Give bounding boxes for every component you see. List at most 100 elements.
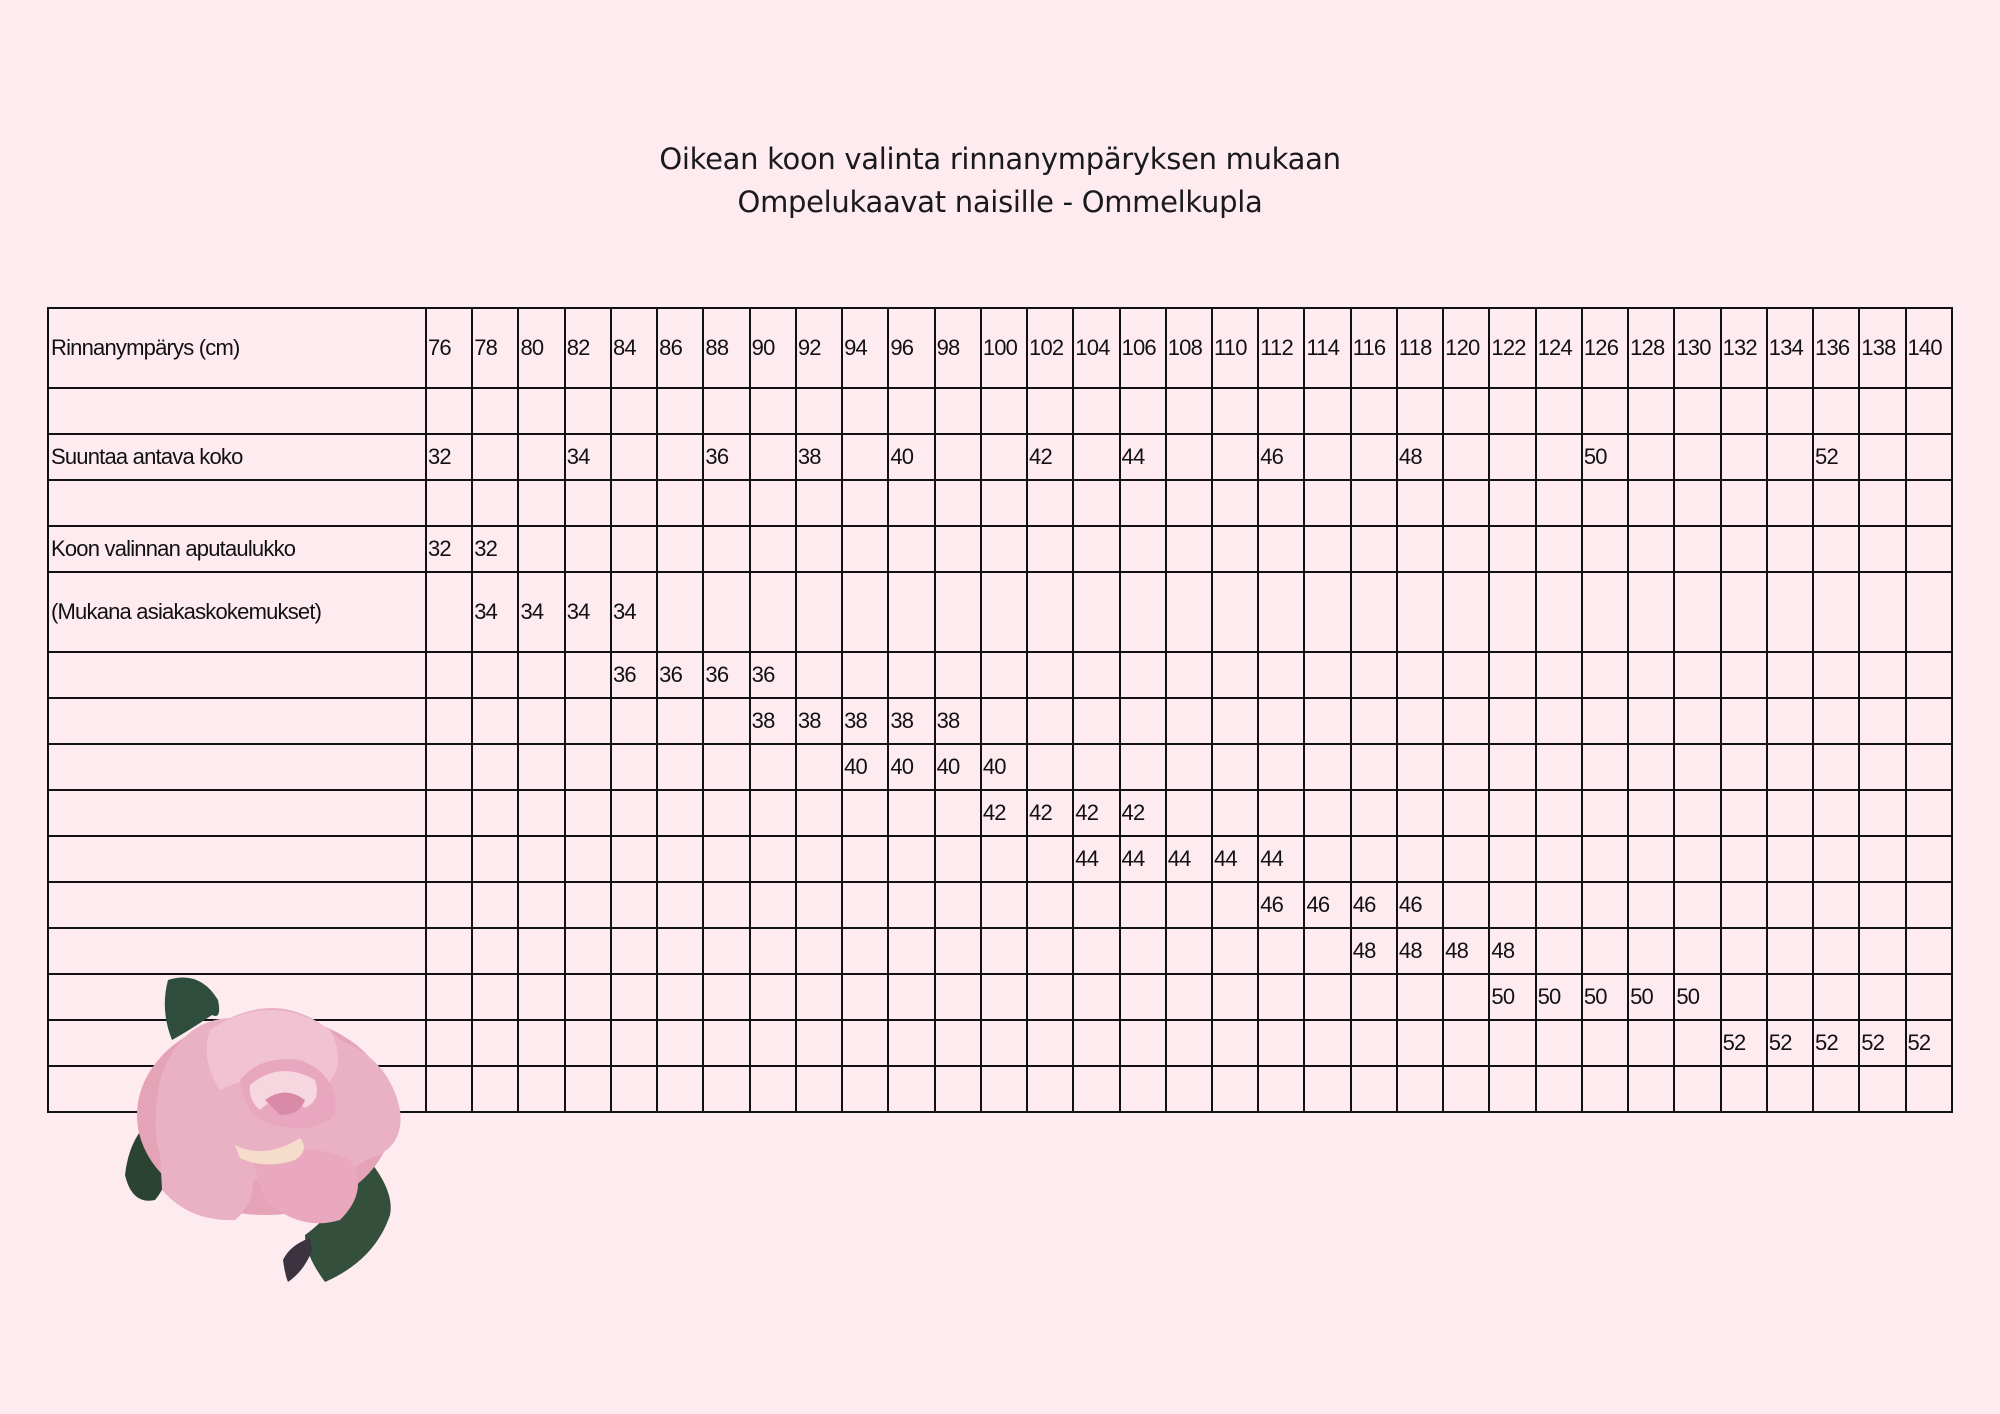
bust-size-header-cell: 78 xyxy=(471,307,520,389)
size-cell xyxy=(1904,927,1953,975)
size-cell xyxy=(1765,835,1815,883)
size-cell xyxy=(1488,1019,1537,1067)
table-row: (Mukana asiakaskokemukset) 34 34 34 34 xyxy=(47,571,1953,653)
size-cell xyxy=(887,789,936,837)
size-cell xyxy=(1303,571,1352,653)
size-cell xyxy=(1349,571,1398,653)
size-cell: 44 xyxy=(1072,835,1121,883)
size-cell: 40 xyxy=(841,743,890,791)
size-cell xyxy=(702,743,751,791)
size-cell xyxy=(1072,1019,1121,1067)
size-cell xyxy=(1072,697,1121,745)
bust-size-header-cell: 84 xyxy=(609,307,659,389)
size-cell xyxy=(794,1065,844,1113)
size-cell xyxy=(1580,1065,1630,1113)
size-cell xyxy=(933,571,982,653)
size-cell xyxy=(1257,571,1306,653)
size-cell xyxy=(1442,479,1491,527)
size-cell xyxy=(424,743,474,791)
size-cell xyxy=(748,973,797,1021)
size-cell xyxy=(979,835,1029,883)
size-cell xyxy=(1303,651,1352,699)
size-cell xyxy=(563,835,612,883)
bust-size-header-cell: 82 xyxy=(563,307,612,389)
bust-size-header-cell: 140 xyxy=(1904,307,1953,389)
size-cell xyxy=(1765,973,1815,1021)
size-cell xyxy=(1580,743,1630,791)
size-cell: 34 xyxy=(563,571,612,653)
size-cell xyxy=(1812,525,1861,573)
size-cell xyxy=(609,525,659,573)
size-cell xyxy=(794,881,844,929)
bust-size-header-cell: 128 xyxy=(1627,307,1676,389)
size-cell xyxy=(748,927,797,975)
size-cell xyxy=(609,387,659,435)
size-cell xyxy=(1164,571,1213,653)
size-cell xyxy=(1303,789,1352,837)
size-cell xyxy=(424,651,474,699)
size-cell xyxy=(1026,927,1075,975)
table-row: 40 40 40 40 xyxy=(47,743,1953,791)
size-cell xyxy=(1210,697,1260,745)
size-cell xyxy=(1072,881,1121,929)
row-label xyxy=(47,387,427,435)
size-cell xyxy=(979,525,1029,573)
size-cell xyxy=(979,973,1029,1021)
size-cell xyxy=(1072,479,1121,527)
size-cell xyxy=(1719,927,1768,975)
size-cell xyxy=(841,1019,890,1067)
size-cell xyxy=(1627,571,1676,653)
size-cell xyxy=(1303,927,1352,975)
size-cell xyxy=(1257,973,1306,1021)
size-cell xyxy=(702,1019,751,1067)
size-cell xyxy=(1719,973,1768,1021)
size-cell xyxy=(517,697,566,745)
size-cell xyxy=(609,789,659,837)
size-cell xyxy=(887,571,936,653)
size-cell xyxy=(1210,1065,1260,1113)
bust-size-header-cell: 106 xyxy=(1118,307,1167,389)
size-cell xyxy=(933,1019,982,1067)
size-cell xyxy=(1673,1065,1722,1113)
size-cell: 38 xyxy=(887,697,936,745)
size-cell xyxy=(1349,479,1398,527)
size-cell xyxy=(1257,1065,1306,1113)
size-cell xyxy=(841,525,890,573)
size-cell xyxy=(794,1019,844,1067)
size-cell xyxy=(1534,743,1583,791)
size-cell xyxy=(1765,789,1815,837)
size-cell xyxy=(609,433,659,481)
size-cell: 42 xyxy=(979,789,1029,837)
size-cell xyxy=(1534,571,1583,653)
size-cell xyxy=(1765,433,1815,481)
size-cell xyxy=(1534,433,1583,481)
size-cell xyxy=(1904,835,1953,883)
header-row: Rinnanympärys (cm) 76 78 80 82 84 86 88 90 92 94 96… xyxy=(47,307,1953,389)
bust-size-header-cell: 118 xyxy=(1395,307,1445,389)
table-row: 38 38 38 38 38 xyxy=(47,697,1953,745)
size-cell xyxy=(1812,927,1861,975)
size-cell xyxy=(1858,881,1907,929)
size-cell xyxy=(471,1065,520,1113)
size-cell xyxy=(1210,433,1260,481)
table-row: 48 48 48 48 xyxy=(47,927,1953,975)
size-cell: 40 xyxy=(933,743,982,791)
size-cell xyxy=(933,433,982,481)
size-cell xyxy=(1534,881,1583,929)
size-cell xyxy=(1719,881,1768,929)
size-cell xyxy=(887,479,936,527)
size-cell xyxy=(1026,1019,1075,1067)
size-cell xyxy=(1395,479,1445,527)
size-cell xyxy=(1904,479,1953,527)
size-cell xyxy=(1627,697,1676,745)
bust-size-header-cell: 98 xyxy=(933,307,982,389)
size-cell xyxy=(1072,433,1121,481)
size-cell xyxy=(1488,789,1537,837)
size-cell xyxy=(609,835,659,883)
size-cell xyxy=(1673,697,1722,745)
size-cell xyxy=(1765,881,1815,929)
size-cell xyxy=(841,387,890,435)
size-cell xyxy=(979,697,1029,745)
size-cell xyxy=(841,651,890,699)
row-label: (Mukana asiakaskokemukset) xyxy=(47,571,427,653)
